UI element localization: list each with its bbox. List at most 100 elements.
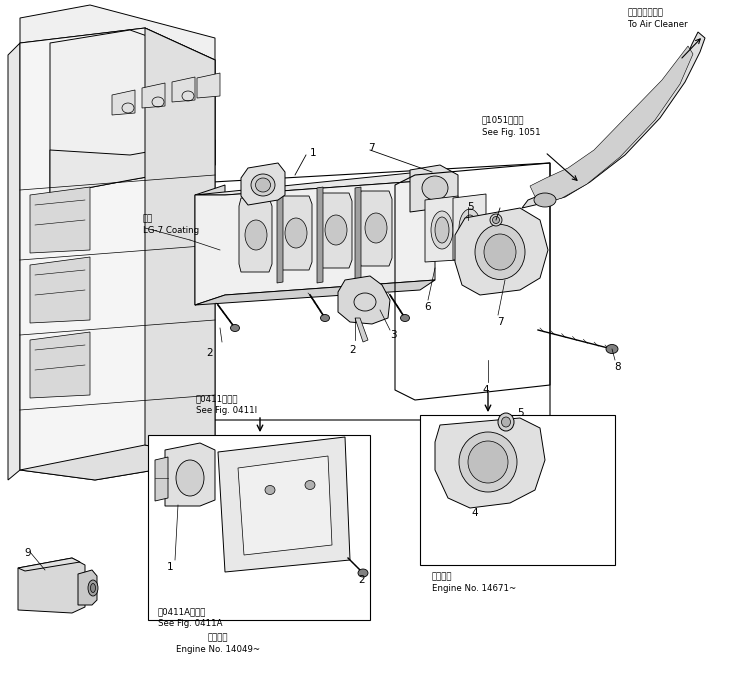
Ellipse shape (422, 176, 448, 200)
Text: 8: 8 (614, 362, 621, 372)
Polygon shape (30, 332, 90, 398)
Polygon shape (355, 187, 361, 283)
Text: 7: 7 (368, 143, 375, 153)
Text: 適用号機: 適用号機 (432, 572, 452, 581)
Polygon shape (30, 187, 90, 253)
Polygon shape (20, 5, 215, 60)
Text: 適用号機: 適用号機 (208, 633, 228, 642)
Polygon shape (145, 28, 215, 460)
Ellipse shape (490, 214, 502, 226)
Ellipse shape (358, 569, 368, 577)
Polygon shape (18, 558, 85, 613)
Polygon shape (50, 140, 215, 195)
Polygon shape (195, 185, 225, 305)
Text: LG-7 Coating: LG-7 Coating (143, 226, 199, 235)
Polygon shape (172, 77, 195, 102)
Polygon shape (18, 558, 80, 571)
Ellipse shape (459, 432, 517, 492)
Ellipse shape (285, 218, 307, 248)
Polygon shape (359, 191, 392, 266)
Text: See Fig. 0411A: See Fig. 0411A (158, 619, 223, 628)
Polygon shape (197, 73, 220, 98)
Polygon shape (112, 90, 135, 115)
Polygon shape (530, 46, 693, 205)
Polygon shape (8, 43, 20, 480)
Text: Engine No. 14049~: Engine No. 14049~ (176, 645, 260, 654)
Ellipse shape (265, 485, 275, 495)
Ellipse shape (305, 481, 315, 489)
Polygon shape (239, 198, 272, 272)
Polygon shape (218, 437, 350, 572)
Ellipse shape (321, 314, 329, 322)
Text: To Air Cleaner: To Air Cleaner (628, 20, 687, 29)
Ellipse shape (91, 583, 95, 592)
Text: エアクリーナヘ: エアクリーナヘ (628, 8, 664, 17)
Polygon shape (279, 196, 312, 270)
Ellipse shape (459, 209, 481, 247)
Text: ㅔ0411A図参照: ㅔ0411A図参照 (158, 607, 206, 616)
Ellipse shape (463, 215, 477, 241)
Ellipse shape (475, 224, 525, 279)
Polygon shape (410, 165, 458, 212)
Polygon shape (195, 280, 435, 305)
Ellipse shape (251, 174, 275, 196)
Bar (148, 435, 370, 620)
Polygon shape (317, 187, 323, 283)
Ellipse shape (493, 216, 499, 224)
Ellipse shape (255, 178, 271, 192)
Ellipse shape (484, 234, 516, 270)
Polygon shape (435, 418, 545, 508)
Text: 塗布: 塗布 (143, 214, 153, 223)
Polygon shape (241, 163, 285, 205)
Polygon shape (425, 196, 458, 262)
Polygon shape (155, 457, 168, 501)
Ellipse shape (606, 345, 618, 354)
Text: 1: 1 (167, 562, 173, 572)
Polygon shape (195, 180, 435, 305)
Polygon shape (50, 30, 215, 195)
Polygon shape (455, 208, 548, 295)
Text: 4: 4 (482, 385, 489, 395)
Polygon shape (319, 193, 352, 268)
Text: Engine No. 14671~: Engine No. 14671~ (432, 584, 516, 593)
Text: 5: 5 (467, 202, 474, 212)
Polygon shape (238, 456, 332, 555)
Polygon shape (277, 187, 283, 283)
Text: 5: 5 (517, 408, 523, 418)
Ellipse shape (534, 193, 556, 207)
Ellipse shape (365, 213, 387, 243)
Polygon shape (78, 570, 97, 605)
Ellipse shape (176, 460, 204, 496)
Text: 9: 9 (25, 548, 31, 558)
Text: 3: 3 (390, 330, 397, 340)
Polygon shape (355, 318, 368, 342)
Polygon shape (20, 445, 215, 480)
Text: 2: 2 (350, 345, 356, 355)
Polygon shape (195, 172, 435, 195)
Ellipse shape (501, 417, 510, 427)
Text: See Fig. 0411I: See Fig. 0411I (196, 406, 257, 415)
Text: ㅔ0411図参照: ㅔ0411図参照 (196, 394, 239, 403)
Text: 2: 2 (358, 575, 365, 585)
Ellipse shape (431, 211, 453, 249)
Text: 1: 1 (310, 148, 317, 158)
Text: 2: 2 (206, 348, 213, 358)
Ellipse shape (245, 220, 267, 250)
Polygon shape (453, 194, 486, 260)
Text: 4: 4 (471, 508, 478, 518)
Text: 6: 6 (424, 302, 430, 312)
Ellipse shape (325, 215, 347, 245)
Bar (420, 415, 615, 565)
Ellipse shape (231, 324, 239, 331)
Ellipse shape (468, 441, 508, 483)
Text: 7: 7 (497, 317, 504, 327)
Ellipse shape (88, 580, 98, 596)
Text: ㅔ1051図参照: ㅔ1051図参照 (482, 115, 525, 124)
Ellipse shape (400, 314, 409, 322)
Polygon shape (338, 276, 390, 324)
Ellipse shape (498, 413, 514, 431)
Text: See Fig. 1051: See Fig. 1051 (482, 128, 541, 137)
Ellipse shape (435, 217, 449, 243)
Polygon shape (165, 443, 215, 506)
Polygon shape (30, 257, 90, 323)
